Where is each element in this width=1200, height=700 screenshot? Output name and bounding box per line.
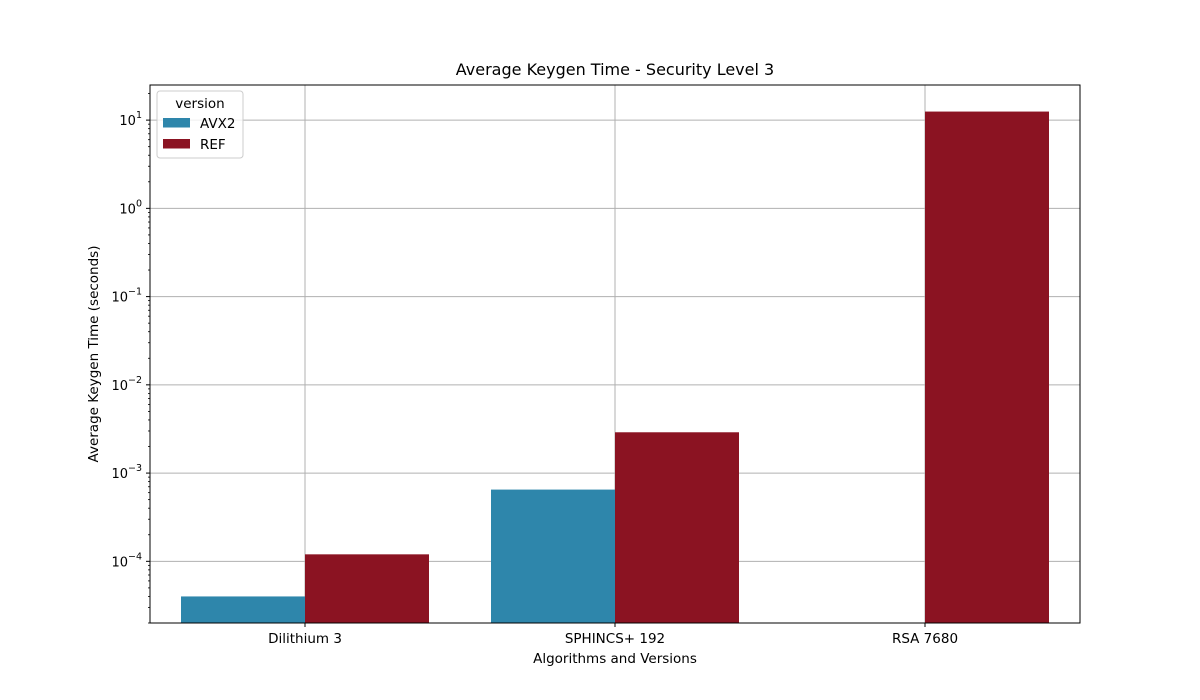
bar-avx2-1 (491, 489, 615, 623)
legend-title: version (175, 96, 224, 112)
legend-entries: AVX2 REF (163, 116, 235, 153)
x-tick-label: Dilithium 3 (268, 631, 342, 647)
legend: version AVX2 REF (156, 90, 244, 159)
chart-title: Average Keygen Time - Security Level 3 (456, 60, 774, 79)
bar-ref-0 (305, 554, 429, 623)
y-axis-label: Average Keygen Time (seconds) (86, 246, 102, 463)
bar-avx2-0 (181, 596, 305, 623)
x-tick-label: SPHINCS+ 192 (565, 631, 665, 647)
x-axis-ticks: Dilithium 3 SPHINCS+ 192 RSA 7680 (268, 623, 958, 647)
y-tick-label: 10−2 (111, 375, 142, 394)
y-tick-label: 10−4 (111, 551, 142, 570)
legend-swatch-ref (163, 139, 190, 149)
bar-ref-2 (925, 111, 1049, 623)
y-tick-label: 10−3 (111, 463, 142, 482)
x-axis-label: Algorithms and Versions (533, 651, 697, 667)
y-axis-ticks: 10−4 10−3 10−2 10−1 100 101 (111, 93, 150, 624)
x-tick-label: RSA 7680 (892, 631, 958, 647)
bars (181, 111, 1049, 623)
bar-ref-1 (615, 432, 739, 623)
y-tick-label: 100 (119, 198, 142, 217)
legend-swatch-avx2 (163, 118, 190, 128)
y-tick-label: 10−1 (111, 287, 142, 306)
legend-label-ref: REF (200, 137, 226, 153)
y-tick-label: 101 (119, 110, 142, 129)
legend-label-avx2: AVX2 (200, 116, 235, 132)
